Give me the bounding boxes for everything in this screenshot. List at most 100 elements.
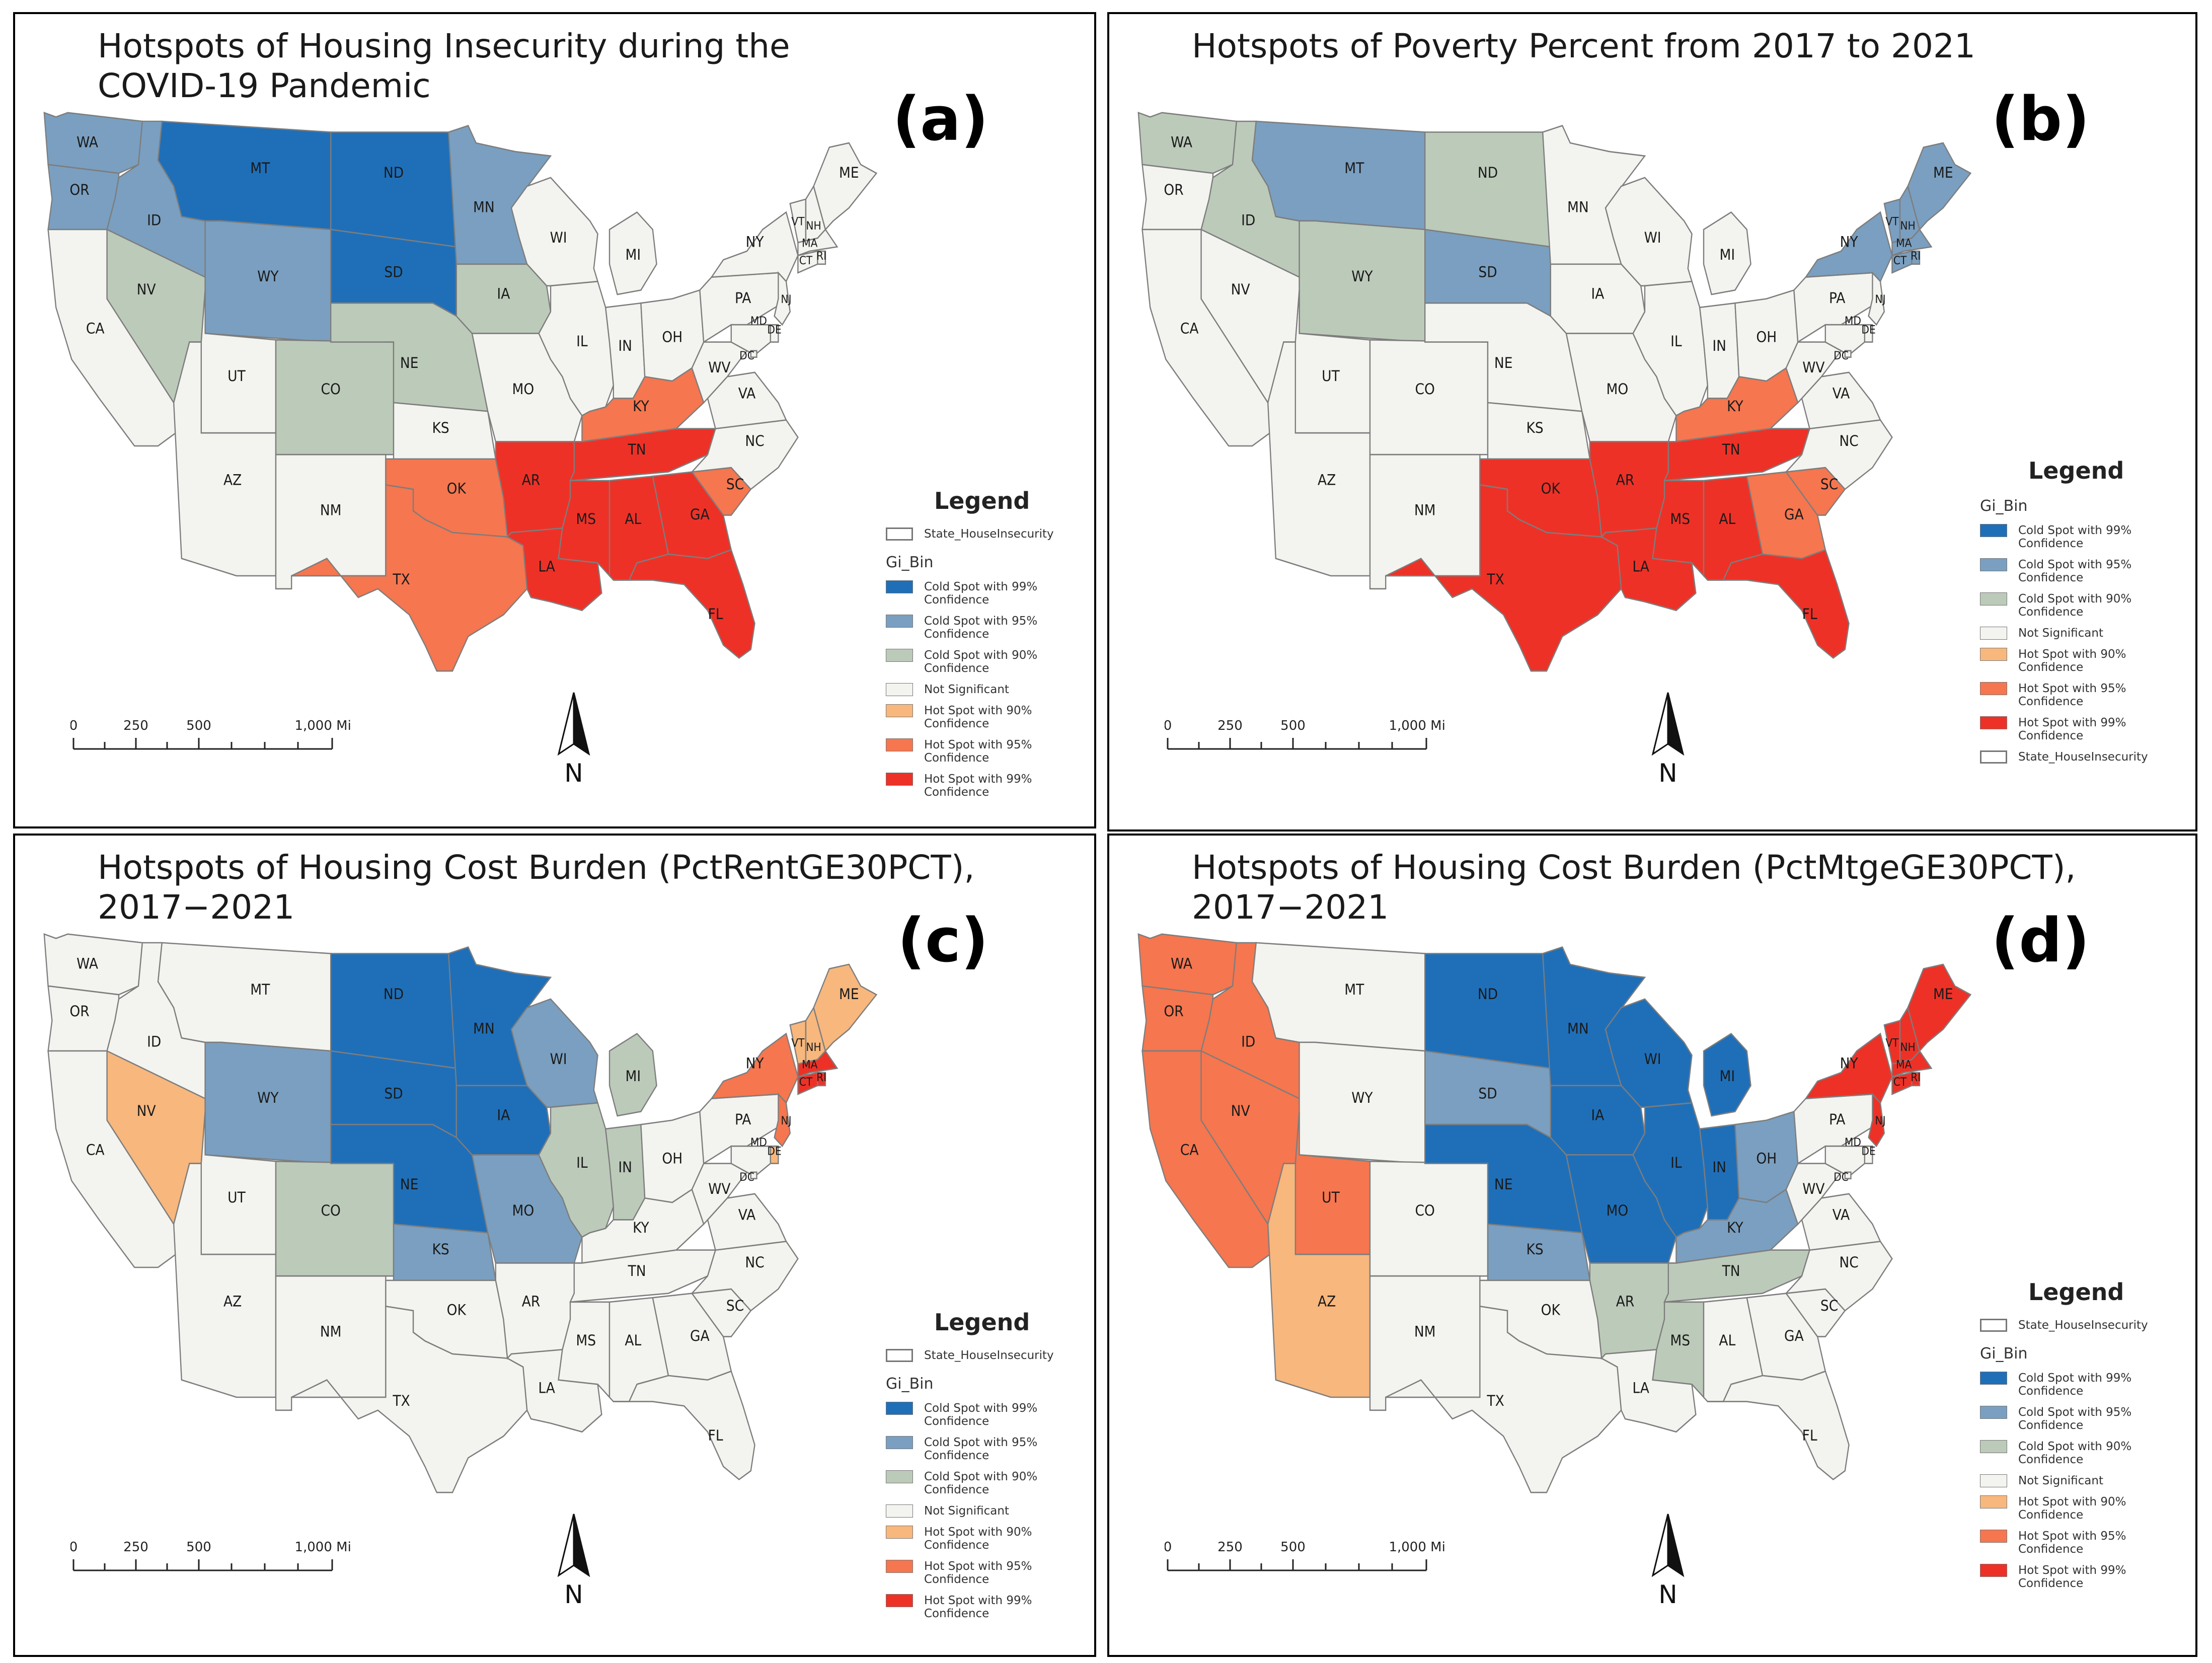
legend-label-cont: Confidence [2018,1543,2084,1556]
legend-item-h95: Hot Spot with 95% Confidence [886,738,1087,765]
legend: Legend Gi_Bin Cold Spot with 99% Confiden… [1980,457,2181,777]
state-label-wy: WY [257,268,279,285]
us-states-map: WA OR CA ID NV MT WY UT AZ CO NM ND SD NE KS OK TX MN IA MO… [1134,921,1980,1510]
legend-label: Hot Spot with 99% [2018,1564,2126,1577]
state-label-oh: OH [662,1150,682,1167]
state-label-de: DE [767,1145,781,1158]
north-label: N [564,1580,583,1609]
state-dc [1844,350,1852,358]
state-label-va: VA [738,1206,756,1224]
north-arrow-icon [1651,1514,1669,1577]
state-label-nd: ND [1478,986,1498,1003]
state-label-ga: GA [1784,506,1804,523]
state-label-sd: SD [384,1085,403,1102]
legend-item-h90: Hot Spot with 90% Confidence [886,704,1087,730]
north-label: N [1658,1580,1677,1609]
scale-label-250: 250 [123,1540,148,1555]
state-label-la: LA [538,1379,555,1397]
state-label-ut: UT [1322,1189,1340,1206]
legend-swatch [1980,524,2007,537]
legend-swatch [1980,682,2007,695]
legend-swatch [1980,1406,2007,1419]
state-ct [797,1072,818,1095]
state-nc [690,419,799,490]
state-ky [581,1188,705,1264]
state-label-co: CO [1415,381,1435,398]
legend-item-ns: Not Significant [1980,627,2181,640]
legend-swatch [1980,1530,2007,1543]
state-la [1600,527,1697,612]
state-label-id: ID [1241,211,1255,229]
state-label-nv: NV [1231,1102,1250,1120]
state-label-nd: ND [1478,164,1498,182]
scale-label-500: 500 [1280,1540,1306,1555]
state-label-nh: NH [806,219,821,233]
state-label-ar: AR [1616,1293,1635,1310]
legend-layer-name: State_HouseInsecurity [924,1349,1054,1362]
state-label-ny: NY [1840,233,1859,251]
legend-title: Legend [934,1309,1030,1336]
north-arrow: N [544,1510,604,1611]
state-label-wv: WV [1802,1180,1824,1198]
state-label-nh: NH [1900,1041,1915,1054]
state-label-nc: NC [1839,432,1858,450]
state-label-sc: SC [1820,1297,1838,1315]
legend: Legend State_HouseInsecurity Gi_Bin Cold… [1980,1278,2181,1598]
state-label-ca: CA [1180,1141,1199,1159]
legend-label: Hot Spot with 90% [924,704,1032,717]
state-label-ok: OK [1541,480,1561,497]
state-label-vt: VT [791,215,805,228]
state-label-co: CO [321,1202,341,1220]
legend-label-cont: Confidence [924,628,989,641]
legend-label-cont: Confidence [2018,661,2084,674]
state-label-ri: RI [1911,250,1921,263]
state-label-il: IL [1670,333,1682,350]
state-label-mt: MT [1344,160,1364,177]
state-label-ut: UT [1322,367,1340,385]
state-label-me: ME [1933,986,1953,1003]
legend-item-c90: Cold Spot with 90% Confidence [1980,1440,2181,1466]
state-label-or: OR [69,1003,89,1020]
legend-label-cont: Confidence [924,1483,989,1496]
state-label-nd: ND [384,164,404,182]
legend-label-cont: Confidence [2018,571,2084,584]
state-label-wa: WA [1171,133,1192,151]
legend-item-h99: Hot Spot with 99% Confidence [1980,716,2181,742]
legend-label-cont: Confidence [2018,1385,2084,1398]
legend-field-name: Gi_Bin [886,1375,934,1393]
legend-layer-entry: State_HouseInsecurity [886,1349,1087,1362]
state-label-wi: WI [1644,1050,1661,1068]
legend-item-h90: Hot Spot with 90% Confidence [1980,1495,2181,1522]
state-label-tx: TX [1486,1392,1504,1410]
state-nc [1784,1241,1893,1312]
legend-label: Cold Spot with 90% [924,649,1038,662]
scale-bar: 0 250 500 1,000 Miles [1164,718,1464,759]
state-label-md: MD [1845,315,1861,328]
legend-item-c90: Cold Spot with 90% Confidence [1980,592,2181,619]
state-label-ca: CA [1180,320,1199,337]
legend-swatch [886,683,913,696]
state-label-me: ME [1933,164,1953,182]
state-label-ia: IA [1591,285,1604,303]
state-label-nj: NJ [781,1114,791,1127]
legend-label-cont: Confidence [2018,537,2084,550]
legend-items: Cold Spot with 99% Confidence Cold Spot wi… [1980,524,2181,742]
state-mt [1251,942,1426,1052]
state-label-wy: WY [1351,1089,1373,1107]
north-label: N [1658,759,1677,788]
state-label-vt: VT [791,1036,805,1049]
legend-swatch [886,1594,913,1607]
state-label-me: ME [839,986,859,1003]
panel-label: (c) [897,906,988,976]
legend-layer-entry: State_HouseInsecurity [886,527,1087,541]
legend-swatch [886,738,913,751]
state-label-in: IN [618,337,632,355]
state-label-az: AZ [223,471,242,489]
state-me [1907,963,1972,1052]
state-label-sc: SC [726,476,744,493]
legend-item-c90: Cold Spot with 90% Confidence [886,649,1087,675]
legend-swatch [886,580,913,593]
state-label-ky: KY [1727,398,1744,415]
panel-a: Hotspots of Housing Insecurity during th… [13,12,1096,828]
state-label-in: IN [1712,1159,1726,1176]
